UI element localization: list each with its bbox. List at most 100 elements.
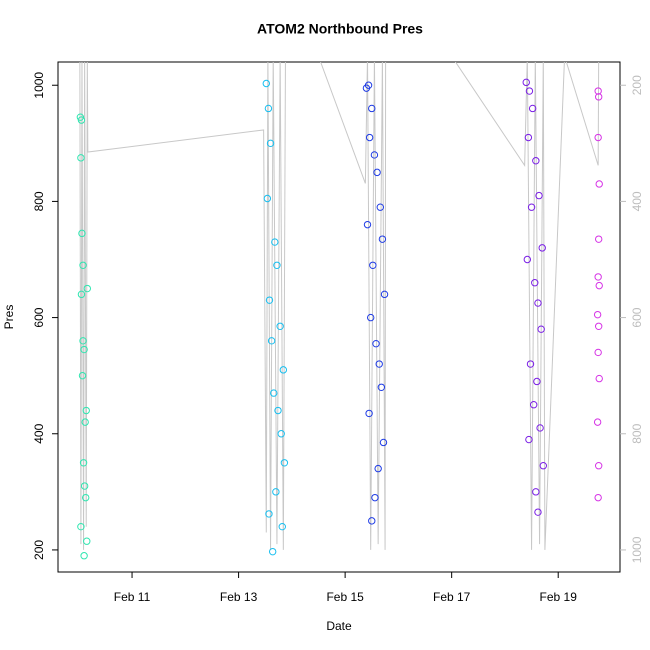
data-point [377,383,386,391]
data-point [77,154,85,162]
data-point [595,374,603,383]
data-point [537,325,545,333]
data-point [83,537,91,545]
data-point [82,406,90,415]
data-point [378,235,387,243]
data-point [268,547,277,556]
data-point [376,203,384,211]
series-line [79,62,600,550]
chart-title: ATOM2 Northbound Pres [257,21,423,37]
data-point [370,151,379,159]
y-tick-label: 400 [32,423,46,443]
x-tick-label: Feb 15 [326,590,364,604]
data-point [276,322,284,330]
data-point [538,244,546,252]
data-point [373,168,381,177]
data-point [535,191,543,200]
data-point [594,493,602,502]
data-point [594,235,603,243]
data-point [374,464,382,473]
data-point [79,261,87,270]
data-point [81,418,89,426]
data-point [278,522,286,531]
x-tick-label: Feb 19 [540,590,578,604]
data-point [77,522,85,531]
data-point [375,360,383,368]
data-point [79,337,87,345]
data-point [380,290,389,299]
data-point [266,139,275,148]
data-point [273,261,281,270]
data-point [78,371,87,380]
x-axis-label: Date [326,619,352,633]
data-point [272,488,280,496]
data-point [523,255,532,264]
data-point [369,261,377,270]
data-point [594,93,603,101]
data-point [526,360,535,368]
data-point [262,79,270,88]
data-point [594,322,603,330]
data-point [83,284,91,293]
y2-tick-label: 200 [630,75,644,95]
data-point [525,87,534,95]
data-point [595,180,603,188]
data-point [78,229,86,238]
data-point [277,430,285,438]
x-tick-label: Feb 17 [433,590,471,604]
data-point [527,203,536,211]
y2-tick-label: 400 [630,191,644,211]
data-point [264,104,273,113]
data-point [533,377,541,386]
y-tick-label: 200 [32,540,46,560]
data-point [594,133,602,142]
data-point [82,493,90,502]
data-point [525,435,533,444]
data-point [372,340,380,348]
data-point [365,133,374,142]
data-point [274,406,282,415]
data-point [279,366,288,374]
data-point [363,220,372,229]
data-point [280,459,289,467]
y2-tick-label: 800 [630,423,644,443]
data-point [528,104,537,113]
y2-tick-label: 1000 [630,536,644,563]
data-point [366,313,375,322]
data-point [532,488,540,496]
data-point [267,337,276,345]
data-point [271,238,279,246]
data-point [263,194,272,203]
data-point [80,552,88,560]
data-point [270,389,278,397]
data-point [80,482,89,490]
y2-tick-label: 600 [630,307,644,327]
y-tick-label: 800 [32,191,46,211]
y-tick-label: 1000 [32,72,46,99]
x-tick-label: Feb 13 [220,590,258,604]
plot-area [76,62,603,560]
data-point [530,401,538,409]
data-point [536,424,544,432]
data-point [77,116,86,124]
data-point [594,462,603,470]
data-point [364,81,373,89]
data-point [595,281,603,290]
data-point [539,462,547,470]
y-axis-label: Pres [2,305,16,330]
data-point [265,510,273,518]
data-point [593,310,602,319]
data-point [524,133,533,142]
data-point [534,508,542,516]
plot-frame [57,61,621,573]
data-point [593,418,602,426]
data-point [534,299,542,307]
data-point [594,273,602,281]
data-point [532,157,540,165]
data-point [371,493,379,502]
data-point [80,345,88,354]
data-point [368,104,376,113]
x-tick-label: Feb 11 [114,590,151,604]
data-point [379,438,388,447]
